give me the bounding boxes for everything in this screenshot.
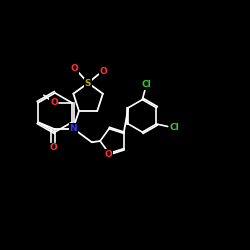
Text: N: N: [69, 124, 77, 133]
Text: S: S: [85, 78, 91, 88]
Text: O: O: [70, 64, 78, 73]
Text: O: O: [99, 67, 107, 76]
Text: O: O: [50, 98, 58, 107]
Text: Cl: Cl: [169, 123, 179, 132]
Text: Cl: Cl: [141, 80, 151, 89]
Text: O: O: [105, 150, 112, 159]
Text: O: O: [49, 143, 57, 152]
